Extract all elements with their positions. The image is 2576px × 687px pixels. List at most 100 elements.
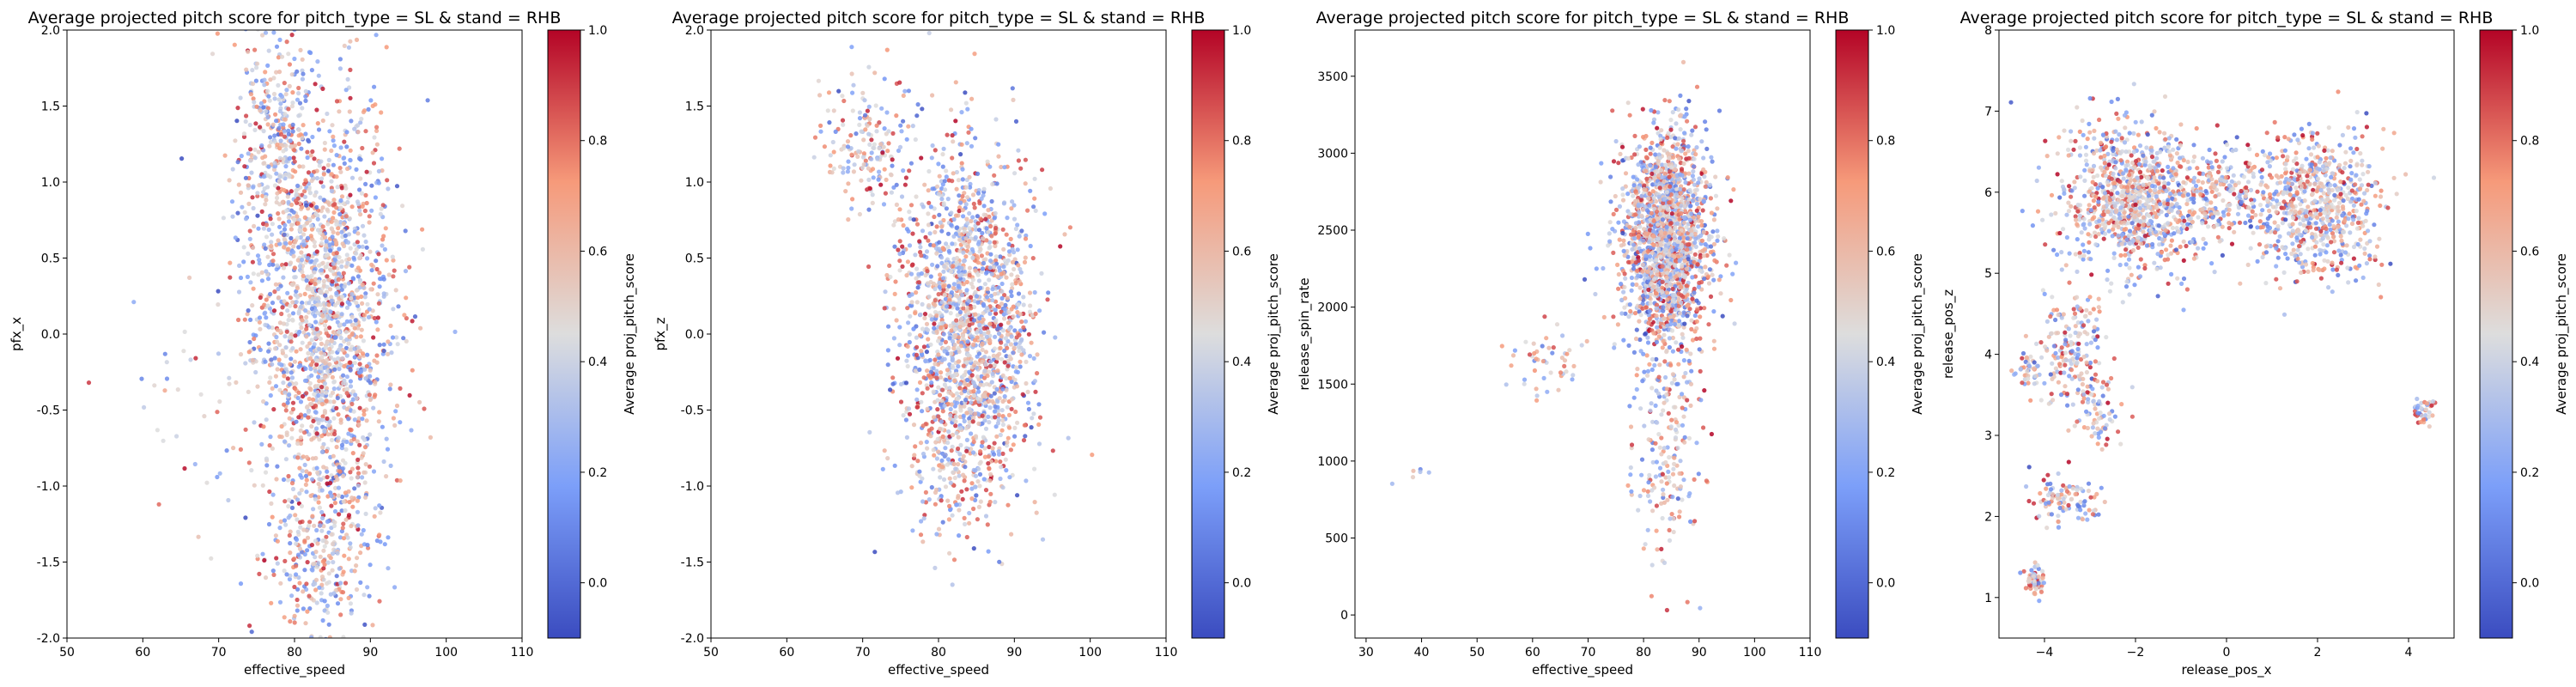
data-point <box>960 208 965 213</box>
data-point <box>983 400 988 405</box>
data-point <box>909 300 914 305</box>
data-point <box>921 516 927 521</box>
data-point <box>255 253 261 258</box>
data-point <box>987 465 992 471</box>
data-point <box>270 262 276 267</box>
data-point <box>1004 468 1009 473</box>
data-point <box>349 175 355 180</box>
data-point <box>882 76 887 82</box>
data-point <box>971 439 976 445</box>
data-point <box>266 164 271 169</box>
data-point <box>876 177 881 182</box>
data-point <box>956 435 961 440</box>
data-point <box>298 428 303 434</box>
data-point <box>987 311 993 316</box>
data-point <box>367 220 372 225</box>
data-point <box>939 465 945 470</box>
data-point <box>981 204 987 209</box>
data-point <box>283 222 288 228</box>
data-point <box>953 466 958 471</box>
data-point <box>325 475 330 480</box>
data-point <box>926 337 931 342</box>
data-point <box>959 110 964 115</box>
data-point <box>329 172 334 177</box>
data-point <box>337 535 343 540</box>
data-point <box>368 432 373 437</box>
data-point <box>338 335 343 341</box>
data-point <box>295 235 301 240</box>
data-point <box>975 374 980 380</box>
data-point <box>283 112 288 117</box>
data-point <box>1009 397 1014 402</box>
data-point <box>230 167 235 172</box>
data-point <box>1662 359 1668 364</box>
data-point <box>356 307 361 312</box>
data-point <box>964 534 969 540</box>
y-tick-label: 0.0 <box>41 328 60 342</box>
data-point <box>945 498 951 503</box>
data-point <box>1033 311 1038 316</box>
data-point <box>970 419 975 424</box>
data-point <box>341 271 346 276</box>
data-point <box>891 185 896 190</box>
data-point <box>954 186 959 192</box>
data-point <box>303 308 308 313</box>
data-point <box>325 274 330 279</box>
data-point <box>309 306 314 312</box>
data-point <box>357 362 362 367</box>
data-point <box>918 312 923 317</box>
data-point <box>971 506 976 512</box>
data-point <box>869 150 874 155</box>
data-point <box>276 82 281 88</box>
data-point <box>252 420 257 425</box>
data-point <box>961 302 966 307</box>
data-point <box>276 70 283 75</box>
data-point <box>332 520 337 525</box>
data-point <box>354 563 359 568</box>
data-point <box>139 376 144 381</box>
data-point <box>303 98 308 103</box>
data-point <box>925 327 931 332</box>
data-point <box>322 381 327 386</box>
data-point <box>291 210 296 215</box>
data-point <box>988 471 993 477</box>
data-point <box>289 339 294 344</box>
data-point <box>251 286 256 291</box>
data-point <box>298 525 303 530</box>
data-point <box>1010 286 1015 291</box>
data-point <box>1008 236 1013 241</box>
data-point <box>919 399 924 404</box>
data-point <box>856 149 861 154</box>
data-point <box>881 144 886 149</box>
data-point <box>914 404 920 410</box>
data-point <box>972 304 977 310</box>
data-point <box>967 174 972 179</box>
data-point <box>971 389 976 394</box>
data-point <box>999 340 1004 345</box>
data-point <box>298 228 303 234</box>
data-point <box>866 207 872 212</box>
data-point <box>221 216 226 221</box>
data-point <box>348 246 353 251</box>
data-point <box>321 307 326 312</box>
data-point <box>321 198 326 203</box>
data-point <box>894 113 899 119</box>
data-point <box>1032 196 1037 201</box>
data-point <box>331 453 336 459</box>
data-point <box>295 258 301 263</box>
data-point <box>987 277 992 283</box>
data-point <box>885 348 890 353</box>
data-point <box>348 148 353 153</box>
data-point <box>866 166 872 171</box>
data-point <box>344 406 349 411</box>
data-point <box>386 186 391 192</box>
data-point <box>301 606 306 611</box>
data-point <box>295 529 301 535</box>
data-point <box>1012 266 1017 272</box>
data-point <box>343 517 349 522</box>
data-point <box>927 497 932 502</box>
data-point <box>264 456 269 461</box>
data-point <box>265 277 271 282</box>
data-point <box>1017 279 1022 284</box>
data-point <box>981 212 987 217</box>
